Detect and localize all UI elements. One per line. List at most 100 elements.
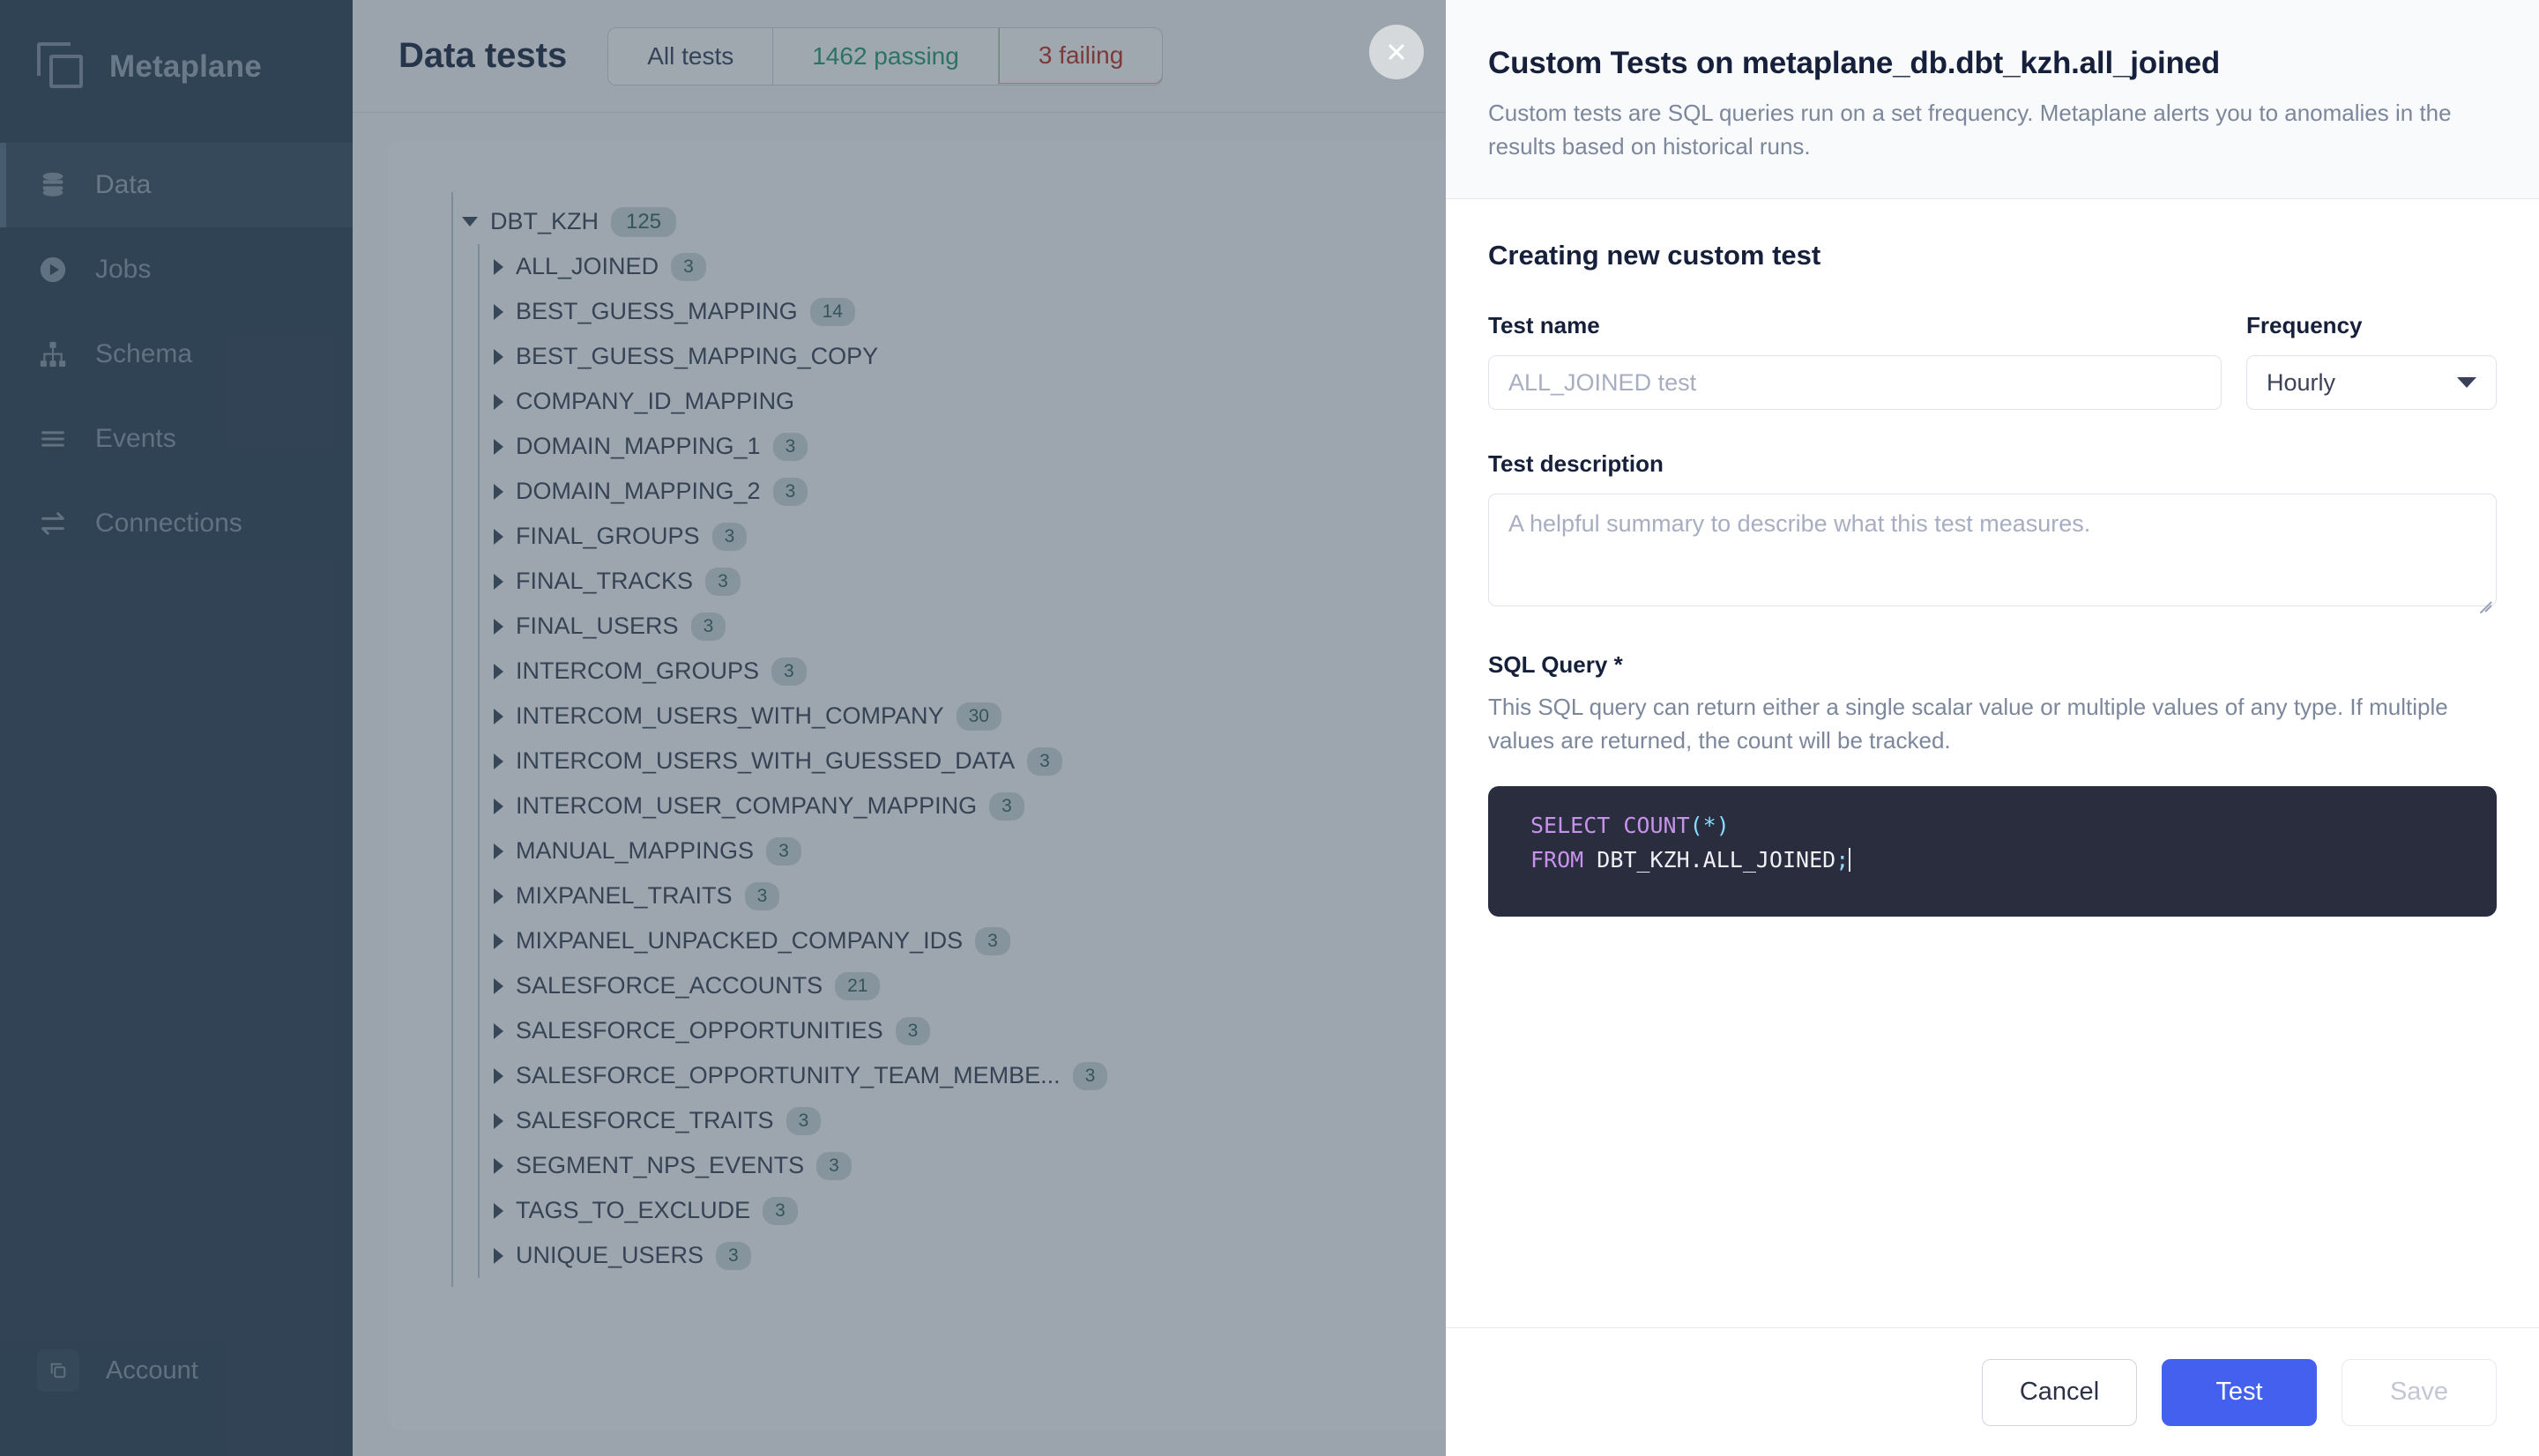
play-circle-icon: [37, 254, 69, 286]
tree-row[interactable]: BEST_GUESS_MAPPING 14: [446, 289, 1416, 334]
sql-query-description: This SQL query can return either a singl…: [1488, 694, 2448, 754]
chevron-right-icon[interactable]: [494, 843, 503, 859]
test-description-input[interactable]: [1488, 494, 2497, 607]
chevron-right-icon[interactable]: [494, 888, 503, 904]
chevron-right-icon[interactable]: [494, 1112, 503, 1129]
sql-identifier: DBT_KZH.ALL_JOINED: [1597, 846, 1836, 873]
sidebar-item-connections[interactable]: Connections: [0, 481, 353, 566]
sidebar-item-label: Data: [95, 170, 152, 199]
test-button[interactable]: Test: [2162, 1358, 2317, 1426]
chevron-right-icon[interactable]: [494, 618, 503, 635]
sidebar-item-label: Jobs: [95, 255, 152, 284]
tree-row[interactable]: SALESFORCE_ACCOUNTS 21: [446, 963, 1416, 1008]
tree-row[interactable]: INTERCOM_USER_COMPANY_MAPPING 3: [446, 784, 1416, 828]
tree-row[interactable]: MANUAL_MAPPINGS 3: [446, 828, 1416, 873]
tree-count-badge: 125: [611, 206, 677, 237]
tree-label: FINAL_GROUPS: [516, 523, 700, 549]
tree-row[interactable]: FINAL_GROUPS 3: [446, 514, 1416, 559]
tree-label: INTERCOM_USERS_WITH_GUESSED_DATA: [516, 747, 1016, 774]
tree-count-badge: 3: [705, 567, 741, 596]
chevron-right-icon[interactable]: [494, 708, 503, 724]
tree-label: MIXPANEL_UNPACKED_COMPANY_IDS: [516, 927, 964, 954]
database-icon: [37, 169, 69, 201]
tree-row[interactable]: SALESFORCE_TRAITS 3: [446, 1098, 1416, 1143]
tree-count-badge: 3: [816, 1151, 852, 1180]
sidebar-footer: Account: [0, 1336, 353, 1456]
tree-row[interactable]: INTERCOM_USERS_WITH_GUESSED_DATA 3: [446, 739, 1416, 784]
tree-label: DOMAIN_MAPPING_1: [516, 433, 761, 459]
tree-count-badge: 3: [989, 791, 1024, 821]
sidebar-item-schema[interactable]: Schema: [0, 312, 353, 397]
tree-row[interactable]: MIXPANEL_TRAITS 3: [446, 873, 1416, 918]
tree-row[interactable]: SALESFORCE_OPPORTUNITY_TEAM_MEMBE... 3: [446, 1053, 1416, 1098]
chevron-right-icon[interactable]: [494, 438, 503, 455]
sidebar-item-jobs[interactable]: Jobs: [0, 227, 353, 312]
tree-row[interactable]: BEST_GUESS_MAPPING_COPY: [446, 334, 1416, 379]
sidebar-item-label: Connections: [95, 509, 242, 538]
brand-name: Metaplane: [109, 49, 262, 84]
tab-failing-tests[interactable]: 3 failing: [998, 27, 1163, 84]
close-icon[interactable]: [1369, 25, 1424, 79]
chevron-right-icon[interactable]: [494, 753, 503, 769]
chevron-right-icon[interactable]: [494, 303, 503, 320]
chevron-right-icon[interactable]: [494, 483, 503, 500]
tree-row[interactable]: DOMAIN_MAPPING_2 3: [446, 469, 1416, 514]
modal-title: Custom Tests on metaplane_db.dbt_kzh.all…: [1488, 46, 2221, 80]
tree-row[interactable]: ALL_JOINED 3: [446, 244, 1416, 289]
tree-row[interactable]: TAGS_TO_EXCLUDE 3: [446, 1188, 1416, 1233]
chevron-right-icon[interactable]: [494, 258, 503, 275]
tree-label: SALESFORCE_ACCOUNTS: [516, 972, 823, 999]
chevron-right-icon[interactable]: [494, 1247, 503, 1264]
tree-count-badge: 21: [835, 971, 881, 1000]
sql-keyword: FROM: [1530, 846, 1597, 873]
test-name-input[interactable]: [1488, 355, 2222, 411]
tree-row[interactable]: FINAL_USERS 3: [446, 604, 1416, 649]
tree-row[interactable]: SEGMENT_NPS_EVENTS 3: [446, 1143, 1416, 1188]
tab-all-tests[interactable]: All tests: [608, 27, 774, 85]
chevron-right-icon[interactable]: [494, 1067, 503, 1084]
chevron-right-icon[interactable]: [494, 663, 503, 680]
tree-row[interactable]: INTERCOM_USERS_WITH_COMPANY 30: [446, 694, 1416, 739]
chevron-right-icon[interactable]: [494, 1157, 503, 1174]
sidebar-item-events[interactable]: Events: [0, 397, 353, 481]
sidebar-item-label: Events: [95, 424, 176, 453]
tree-row[interactable]: FINAL_TRACKS 3: [446, 559, 1416, 604]
chevron-right-icon[interactable]: [494, 1202, 503, 1219]
frequency-value: Hourly: [2267, 368, 2336, 396]
sitemap-icon: [37, 338, 69, 370]
chevron-right-icon[interactable]: [494, 573, 503, 590]
cancel-button[interactable]: Cancel: [1982, 1358, 2137, 1426]
brand[interactable]: Metaplane: [0, 0, 353, 134]
chevron-right-icon[interactable]: [494, 798, 503, 814]
modal-footer: Cancel Test Save: [1446, 1327, 2539, 1456]
tree-label: INTERCOM_GROUPS: [516, 657, 760, 684]
chevron-right-icon[interactable]: [494, 528, 503, 545]
sidebar-item-account[interactable]: Account: [0, 1336, 353, 1405]
tree-row[interactable]: INTERCOM_GROUPS 3: [446, 649, 1416, 694]
chevron-right-icon[interactable]: [494, 1022, 503, 1039]
tree-row-root[interactable]: DBT_KZH 125: [446, 199, 1416, 244]
tree-label: FINAL_USERS: [516, 613, 679, 639]
chevron-right-icon[interactable]: [494, 977, 503, 994]
tree-row[interactable]: MIXPANEL_UNPACKED_COMPANY_IDS 3: [446, 918, 1416, 963]
tree-row[interactable]: DOMAIN_MAPPING_1 3: [446, 424, 1416, 469]
tree-row[interactable]: SALESFORCE_OPPORTUNITIES 3: [446, 1008, 1416, 1053]
chevron-right-icon[interactable]: [494, 393, 503, 410]
custom-tests-modal: Custom Tests on metaplane_db.dbt_kzh.all…: [1446, 0, 2539, 1456]
chevron-right-icon[interactable]: [494, 932, 503, 949]
tab-passing-tests[interactable]: 1462 passing: [773, 27, 999, 85]
sidebar-item-data[interactable]: Data: [0, 143, 353, 227]
chevron-down-icon[interactable]: [462, 217, 478, 227]
tree-row[interactable]: UNIQUE_USERS 3: [446, 1233, 1416, 1278]
test-filter-tabs: All tests 1462 passing 3 failing: [607, 26, 1164, 85]
tree-row[interactable]: COMPANY_ID_MAPPING: [446, 379, 1416, 424]
tree-label: SALESFORCE_OPPORTUNITY_TEAM_MEMBE...: [516, 1062, 1061, 1088]
tree-count-badge: 3: [772, 432, 808, 461]
test-description-field: Test description: [1488, 450, 2497, 611]
page-title: Data tests: [398, 36, 568, 75]
save-button[interactable]: Save: [2342, 1358, 2497, 1426]
frequency-select[interactable]: Hourly: [2246, 355, 2497, 411]
sql-code-editor[interactable]: SELECT COUNT(*) FROM DBT_KZH.ALL_JOINED;: [1488, 785, 2497, 917]
chevron-right-icon[interactable]: [494, 348, 503, 365]
tree-label: INTERCOM_USER_COMPANY_MAPPING: [516, 792, 978, 819]
